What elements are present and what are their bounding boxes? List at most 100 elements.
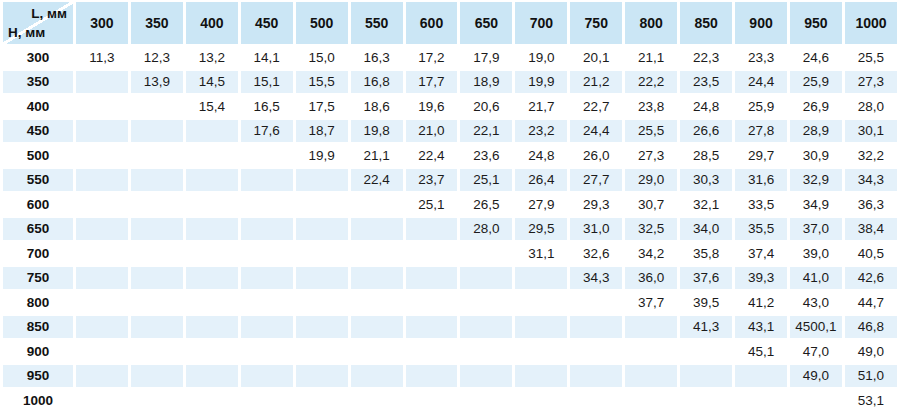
value-cell: 18,6 (351, 95, 403, 118)
value-cell (296, 291, 348, 314)
row-header-cell: 750 (3, 267, 73, 290)
column-header-cell: 1000 (845, 2, 897, 44)
value-cell (460, 389, 512, 412)
row-header-cell: 800 (3, 291, 73, 314)
value-cell (241, 365, 293, 388)
value-cell: 21,1 (351, 144, 403, 167)
value-cell: 28,0 (460, 218, 512, 241)
value-cell: 27,9 (515, 193, 567, 216)
value-cell (351, 340, 403, 363)
value-cell (76, 365, 128, 388)
value-cell: 13,2 (186, 46, 238, 69)
column-header-cell: 800 (625, 2, 677, 44)
value-cell (296, 218, 348, 241)
value-cell: 16,8 (351, 71, 403, 94)
value-cell (296, 340, 348, 363)
value-cell (186, 242, 238, 265)
value-cell: 18,9 (460, 71, 512, 94)
value-cell: 26,6 (680, 120, 732, 143)
value-cell (241, 169, 293, 192)
value-cell: 24,4 (570, 120, 622, 143)
value-cell: 15,5 (296, 71, 348, 94)
value-cell: 30,1 (845, 120, 897, 143)
value-cell: 19,8 (351, 120, 403, 143)
value-cell: 28,9 (790, 120, 842, 143)
value-cell (406, 267, 458, 290)
value-cell: 15,4 (186, 95, 238, 118)
column-header-cell: 850 (680, 2, 732, 44)
value-cell: 39,0 (790, 242, 842, 265)
value-cell (241, 242, 293, 265)
table-row: 60025,126,527,929,330,732,133,534,936,3 (3, 193, 897, 216)
value-cell: 19,6 (406, 95, 458, 118)
value-cell: 25,9 (790, 71, 842, 94)
value-cell: 17,9 (460, 46, 512, 69)
value-cell: 32,1 (680, 193, 732, 216)
col-axis-label: L, мм (31, 6, 67, 21)
value-cell: 41,2 (735, 291, 787, 314)
value-cell: 16,5 (241, 95, 293, 118)
value-cell: 34,3 (845, 169, 897, 192)
value-cell: 49,0 (845, 340, 897, 363)
value-cell: 34,3 (570, 267, 622, 290)
value-cell (76, 291, 128, 314)
row-header-cell: 900 (3, 340, 73, 363)
row-header-cell: 550 (3, 169, 73, 192)
column-header-cell: 750 (570, 2, 622, 44)
value-cell: 24,4 (735, 71, 787, 94)
value-cell: 32,6 (570, 242, 622, 265)
value-cell: 30,7 (625, 193, 677, 216)
value-cell: 15,0 (296, 46, 348, 69)
row-header-cell: 450 (3, 120, 73, 143)
value-cell (131, 291, 183, 314)
value-cell: 27,7 (570, 169, 622, 192)
value-cell (460, 267, 512, 290)
value-cell: 22,2 (625, 71, 677, 94)
value-cell (131, 95, 183, 118)
table-row: 40015,416,517,518,619,620,621,722,723,82… (3, 95, 897, 118)
value-cell: 22,4 (406, 144, 458, 167)
row-header-cell: 1000 (3, 389, 73, 412)
value-cell (76, 144, 128, 167)
value-cell: 18,7 (296, 120, 348, 143)
row-header-cell: 700 (3, 242, 73, 265)
value-cell: 27,8 (735, 120, 787, 143)
value-cell: 21,7 (515, 95, 567, 118)
value-cell (351, 291, 403, 314)
column-header-cell: 950 (790, 2, 842, 44)
value-cell (570, 340, 622, 363)
value-cell (131, 193, 183, 216)
value-cell (351, 218, 403, 241)
value-cell (131, 365, 183, 388)
column-header-cell: 400 (186, 2, 238, 44)
value-cell (186, 120, 238, 143)
value-cell (515, 316, 567, 339)
row-header-cell: 400 (3, 95, 73, 118)
table-row: 80037,739,541,243,044,7 (3, 291, 897, 314)
value-cell: 35,5 (735, 218, 787, 241)
value-cell (351, 316, 403, 339)
value-cell: 29,7 (735, 144, 787, 167)
table-row: 100053,1 (3, 389, 897, 412)
value-cell: 17,2 (406, 46, 458, 69)
value-cell: 28,5 (680, 144, 732, 167)
value-cell (76, 218, 128, 241)
value-cell (76, 242, 128, 265)
column-header-cell: 300 (76, 2, 128, 44)
value-cell (241, 340, 293, 363)
column-header-cell: 900 (735, 2, 787, 44)
value-cell: 22,3 (680, 46, 732, 69)
header-row: L, мм H, мм 3003504004505005506006507007… (3, 2, 897, 44)
value-cell: 11,3 (76, 46, 128, 69)
value-cell: 37,0 (790, 218, 842, 241)
value-cell (296, 242, 348, 265)
value-cell (296, 365, 348, 388)
value-cell (76, 95, 128, 118)
value-cell: 37,7 (625, 291, 677, 314)
value-cell: 25,1 (460, 169, 512, 192)
value-cell: 12,3 (131, 46, 183, 69)
value-cell (735, 389, 787, 412)
row-header-cell: 850 (3, 316, 73, 339)
value-cell: 32,2 (845, 144, 897, 167)
value-cell: 16,3 (351, 46, 403, 69)
